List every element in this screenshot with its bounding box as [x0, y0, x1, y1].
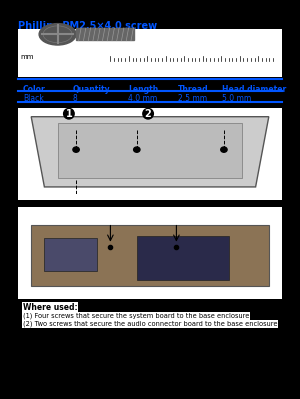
FancyBboxPatch shape: [17, 29, 283, 77]
Bar: [137, 236, 229, 280]
Text: 1: 1: [65, 109, 72, 119]
Text: mm: mm: [21, 53, 34, 59]
Text: Color: Color: [23, 85, 46, 94]
Text: 2: 2: [145, 109, 152, 119]
Text: 5.0 mm: 5.0 mm: [222, 94, 251, 103]
Text: Phillips PM2.5×4.0 screw: Phillips PM2.5×4.0 screw: [17, 22, 157, 32]
Circle shape: [134, 147, 140, 152]
Polygon shape: [31, 117, 269, 187]
Text: 4.0 mm: 4.0 mm: [128, 94, 157, 103]
Text: Phillips PM2.5×4.0 screw 107: Phillips PM2.5×4.0 screw 107: [23, 375, 131, 381]
FancyBboxPatch shape: [17, 207, 283, 299]
Text: Length: Length: [128, 85, 158, 94]
Text: 2.5 mm: 2.5 mm: [178, 94, 207, 103]
Bar: [44, 238, 97, 271]
Text: Where used:: Where used:: [23, 303, 78, 312]
Text: Black: Black: [23, 94, 44, 103]
Text: Head diameter: Head diameter: [222, 85, 286, 94]
Circle shape: [73, 198, 79, 203]
Bar: [58, 123, 242, 178]
Bar: [76, 28, 134, 40]
Bar: [31, 225, 269, 286]
FancyBboxPatch shape: [17, 108, 283, 200]
Text: (2) Two screws that secure the audio connector board to the base enclosure: (2) Two screws that secure the audio con…: [23, 321, 278, 328]
Text: (1) Four screws that secure the system board to the base enclosure: (1) Four screws that secure the system b…: [23, 312, 249, 319]
Text: 8: 8: [73, 94, 77, 103]
Text: Quantity: Quantity: [73, 85, 110, 94]
Circle shape: [73, 147, 79, 152]
Circle shape: [221, 147, 227, 152]
Text: Thread: Thread: [178, 85, 208, 94]
Circle shape: [39, 24, 76, 45]
